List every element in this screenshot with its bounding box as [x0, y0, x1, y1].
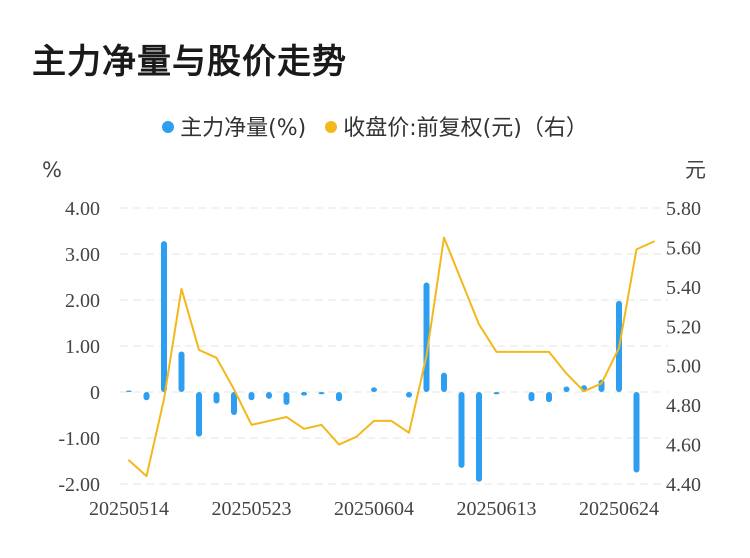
legend-line-label: 收盘价:前复权(元)（右） [343, 116, 588, 141]
right-tick-label: 5.00 [666, 356, 701, 378]
right-tick-label: 5.80 [666, 198, 701, 220]
bar [336, 392, 342, 402]
bar [493, 392, 500, 395]
bar [441, 372, 447, 392]
legend-bar-label: 主力净量(%) [180, 116, 307, 141]
legend-item-line[interactable]: 收盘价:前复权(元)（右） [325, 110, 588, 142]
right-axis-ticks: 5.80 5.60 5.40 5.20 5.00 4.80 4.60 4.40 [666, 198, 701, 496]
bar-series [126, 241, 640, 482]
left-tick-label: 2.00 [65, 290, 100, 312]
bar [301, 392, 307, 396]
x-tick-label: 20250604 [334, 498, 414, 520]
x-tick-label: 20250624 [579, 498, 659, 520]
bar [458, 392, 465, 468]
left-tick-label: 3.00 [65, 244, 100, 266]
bar [476, 392, 482, 482]
line-series [128, 236, 655, 478]
bar [546, 392, 552, 403]
bar [528, 392, 535, 402]
right-tick-label: 5.20 [666, 316, 701, 338]
bar [283, 392, 290, 405]
bar [178, 351, 185, 392]
bar [371, 387, 377, 392]
x-axis-ticks: 20250514 20250523 20250604 20250613 20250624 [89, 498, 659, 520]
bar [126, 390, 132, 392]
x-tick-label: 20250514 [89, 498, 169, 520]
bar [196, 392, 202, 437]
price-line [128, 236, 655, 478]
right-tick-label: 4.40 [666, 474, 701, 496]
right-tick-label: 4.60 [666, 435, 701, 457]
bar [161, 241, 167, 392]
left-tick-label: 0 [90, 382, 100, 404]
bar [231, 392, 237, 415]
x-tick-label: 20250523 [212, 498, 292, 520]
chart-title: 主力净量与股价走势 [32, 42, 347, 82]
left-tick-label: 4.00 [65, 198, 100, 220]
legend: 主力净量(%) 收盘价:前复权(元)（右） [0, 110, 750, 142]
left-tick-label: -2.00 [58, 474, 100, 496]
legend-bar-marker-icon [162, 121, 175, 133]
left-axis-ticks: 4.00 3.00 2.00 1.00 0 -1.00 -2.00 [58, 198, 100, 496]
grid-lines [120, 207, 668, 485]
bar [213, 392, 220, 404]
legend-item-bar[interactable]: 主力净量(%) [162, 110, 306, 142]
bar [598, 379, 605, 392]
bar [266, 392, 272, 399]
legend-line-marker-icon [325, 121, 338, 133]
x-tick-label: 20250613 [457, 498, 537, 520]
bar [318, 392, 325, 395]
right-axis-unit: 元 [685, 158, 706, 182]
left-tick-label: -1.00 [58, 428, 100, 450]
right-tick-label: 5.40 [666, 277, 701, 299]
right-tick-label: 5.60 [666, 237, 701, 259]
left-axis-unit: % [42, 158, 62, 182]
right-tick-label: 4.80 [666, 395, 701, 417]
left-tick-label: 1.00 [65, 336, 100, 358]
bar [406, 392, 412, 398]
bar [563, 386, 570, 392]
bar [633, 392, 640, 473]
bar [143, 392, 150, 401]
bar [248, 392, 255, 401]
